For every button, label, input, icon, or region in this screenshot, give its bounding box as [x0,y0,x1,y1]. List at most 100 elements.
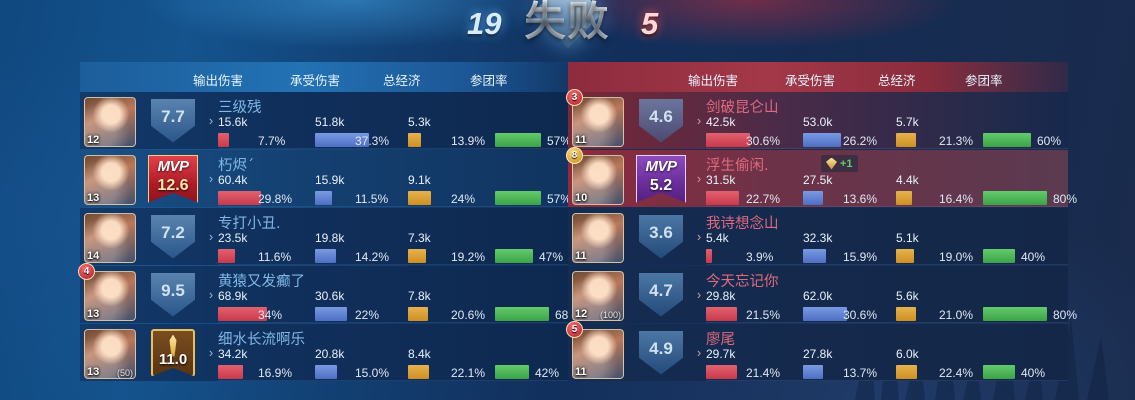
metric-percent: 40% [1021,366,1046,380]
metric-value: 9.1k [408,173,431,187]
metric-percent: 21.0% [939,308,974,322]
column-header-gold: 总经济 [878,74,916,88]
expand-chevron-icon[interactable]: › [208,171,214,186]
avatar[interactable]: 13 (50) [84,329,136,379]
player-row[interactable]: 14 7.2 › 专打小丑. 23.5k 11.6% 19.8k 14.2% 7.3k 19.2%… [80,208,570,265]
avatar[interactable]: 12 (100) [572,271,624,321]
metric-percent: 57% [547,192,572,206]
metric-value: 4.4k [896,173,919,187]
player-row[interactable]: 11 3 4.6 › 剑破昆仑山 42.5k 30.6% 53.0k 26.2% 5.7k 21.3… [566,89,1068,149]
player-name: 黄猿又发癫了 [218,274,305,290]
avatar-wrap[interactable]: 12 (100) [568,266,630,323]
player-row[interactable]: 1349.5›黄猿又发癫了68.9k34%30.6k22%7.8k20.6%68… [78,263,579,323]
expand-chevron-icon[interactable]: › [208,113,214,128]
player-name: 朽烬´ [218,158,255,174]
metric-percent: 22.7% [746,192,781,206]
metric-value: 5.4k [706,231,729,245]
player-level: 14 [87,250,100,262]
player-row[interactable]: 12 (100) 4.7 › 今天忘记你 29.8k 21.5% 62.0k 30.6% 5.6k… [568,266,1077,323]
metric-value: 32.3k [803,231,833,245]
score-shield: 4.7 [639,272,683,317]
player-stats: 朽烬´ 60.4k 29.8% 15.9k 11.5% 9.1k 24% 57% [218,150,572,207]
avatar[interactable]: 13 [84,271,136,321]
metric-bar [495,133,541,147]
expand-chevron-icon[interactable]: › [696,287,702,302]
player-score: 12.6 [157,176,189,194]
player-row[interactable]: 10 8 MVP 5.2 › 浮生偷闲. +1 31.5k 22.7% 27.5k 13.6% 4.4… [566,147,1077,207]
expand-chevron-icon[interactable]: › [208,345,214,360]
player-name: 剑破昆仑山 [706,100,779,116]
metric-bar [706,133,750,147]
avatar-wrap[interactable]: 11 [568,208,630,265]
player-row[interactable]: 13 (50) 11.0 › 细水长流啊乐 34.2k 16.9% 20.8k 15.0% 8.4… [80,324,570,381]
avatar[interactable]: 11 [572,213,624,263]
metric-bar [218,249,235,263]
column-header-damage: 输出伤害 [688,74,739,88]
expand-chevron-icon[interactable]: › [696,113,702,128]
avatar-wrap[interactable]: 11 5 [566,321,630,381]
metric-bar [218,365,243,379]
expand-chevron-icon[interactable]: › [696,171,702,186]
metric-percent: 13.6% [843,192,878,206]
avatar-wrap[interactable]: 14 [80,208,142,265]
row-divider [218,322,570,323]
score-shield: 4.9 [639,330,683,375]
hero-portrait-icon [573,214,623,262]
hero-portrait-icon [573,98,623,146]
player-stats: 我诗想念山 5.4k 3.9% 32.3k 15.9% 5.1k 19.0% 40% [706,208,1068,265]
expand-chevron-icon[interactable]: › [696,229,702,244]
avatar[interactable]: 11 [572,97,624,147]
avatar-wrap[interactable]: 11 3 [566,89,630,149]
metric-bar [408,133,421,147]
score-shield: 7.7 [151,98,195,143]
expand-chevron-icon[interactable]: › [208,229,214,244]
metric-percent: 22.4% [939,366,974,380]
result-banner: 失败 19 5 [0,0,1135,62]
avatar[interactable]: 14 [84,213,136,263]
avatar-wrap[interactable]: 10 8 [566,147,630,207]
metric-value: 42.5k [706,115,736,129]
metric-bar [896,365,917,379]
player-row[interactable]: 11 5 4.9 › 廖尾 29.7k 21.4% 27.8k 13.7% 6.0k 22.4% 40… [566,321,1068,381]
metric-bar [315,307,347,321]
player-level: 13 [87,308,100,320]
avatar[interactable]: 13 [84,155,136,205]
player-row[interactable]: 13 MVP 12.6 › 朽烬´ 60.4k 29.8% 15.9k 11.5% 9.1k 24%… [80,150,572,207]
player-row[interactable]: 12 7.7 › 三级残 15.6k 7.7% 51.8k 37.3% 5.3k 13.9% 57% [80,92,572,149]
expand-chevron-icon[interactable]: › [208,287,214,302]
metric-bar [803,191,823,205]
avatar-wrap[interactable]: 13 4 [78,263,142,323]
metric-value: 7.3k [408,231,431,245]
metric-value: 30.6k [315,289,345,303]
metric-percent: 19.2% [451,250,486,264]
metric-value: 6.0k [896,347,919,361]
score-badge-wrap: MVP 12.6 [142,150,204,207]
avatar-wrap[interactable]: 13 [80,150,142,207]
medal-badge: 11.0 [151,328,195,377]
result-text: 失败 [525,0,611,47]
player-row[interactable]: 11 3.6 › 我诗想念山 5.4k 3.9% 32.3k 15.9% 5.1k 19.0% 40… [568,208,1068,265]
column-header-participation: 参团率 [965,74,1003,88]
avatar[interactable]: 12 [84,97,136,147]
metric-percent: 22.1% [451,366,486,380]
metric-value: 15.9k [315,173,345,187]
column-header-damage: 输出伤害 [193,74,244,88]
metric-bar [495,249,533,263]
metric-percent: 15.0% [355,366,390,380]
metric-percent: 57% [547,134,572,148]
metric-bar [706,249,712,263]
team-panel-left: 输出伤害 承受伤害 总经济 参团率 12 7.7 › 三级残 15.6k 7.7% 51.8… [78,62,579,382]
avatar-wrap[interactable]: 13 (50) [80,324,142,381]
avatar[interactable]: 10 [572,155,624,205]
avatar[interactable]: 11 [572,329,624,379]
metric-bar [408,249,426,263]
expand-chevron-icon[interactable]: › [696,345,702,360]
avatar-wrap[interactable]: 12 [80,92,142,149]
kill-streak-badge: 4 [78,263,95,280]
metric-bar [803,249,826,263]
player-score: 4.6 [649,106,673,126]
metric-bar [983,249,1015,263]
player-stats: 廖尾 29.7k 21.4% 27.8k 13.7% 6.0k 22.4% 40% [706,324,1068,381]
metric-bar [896,249,914,263]
player-stats: 今天忘记你 29.8k 21.5% 62.0k 30.6% 5.6k 21.0% 80% [706,266,1077,323]
